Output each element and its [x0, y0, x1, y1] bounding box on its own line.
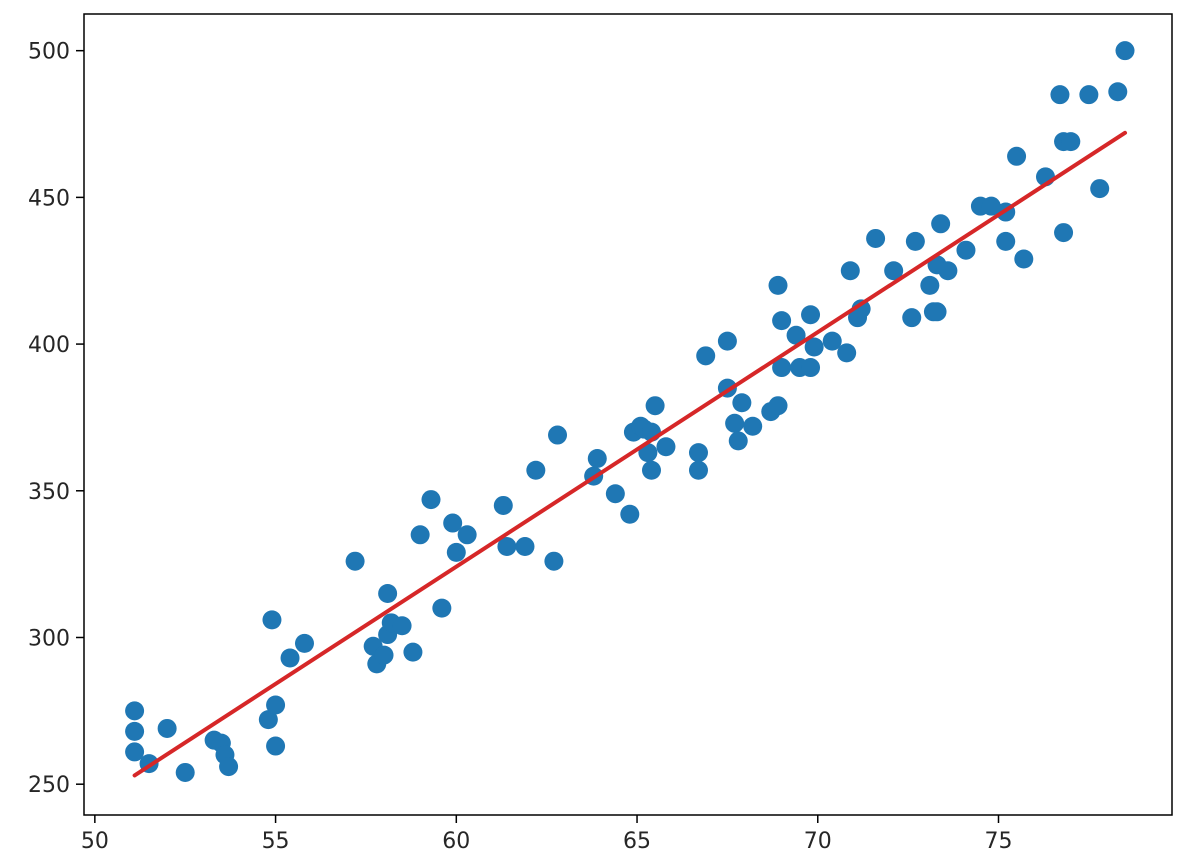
y-tick-label: 250 — [28, 773, 70, 798]
data-point — [837, 343, 857, 363]
data-point — [938, 261, 958, 281]
data-point — [432, 598, 452, 618]
data-point — [772, 311, 792, 331]
data-point — [884, 261, 904, 281]
data-point — [443, 513, 463, 533]
data-point — [1050, 85, 1070, 105]
data-point — [125, 721, 145, 741]
data-point — [717, 331, 737, 351]
fit-line — [132, 130, 1128, 778]
data-point — [801, 358, 821, 378]
data-point — [1115, 41, 1135, 61]
data-point — [902, 308, 922, 328]
x-tick-label: 50 — [81, 829, 109, 854]
data-point — [493, 495, 513, 515]
data-point — [392, 616, 412, 636]
data-point — [1014, 249, 1034, 269]
axes-frame — [83, 13, 1173, 816]
data-point — [1108, 82, 1128, 102]
data-point — [641, 460, 661, 480]
y-tick-label: 500 — [28, 40, 70, 65]
data-point — [905, 231, 925, 251]
data-point — [157, 718, 177, 738]
y-tick-label: 300 — [28, 626, 70, 651]
x-tick-label: 60 — [442, 829, 470, 854]
scatter-points — [125, 41, 1135, 782]
y-tick-label: 450 — [28, 186, 70, 211]
data-point — [772, 358, 792, 378]
data-point — [258, 710, 278, 730]
data-point — [345, 551, 365, 571]
data-point — [725, 413, 745, 433]
data-point — [266, 695, 286, 715]
data-point — [840, 261, 860, 281]
data-point — [851, 299, 871, 319]
data-point — [822, 331, 842, 351]
data-point — [956, 240, 976, 260]
data-point — [743, 416, 763, 436]
data-point — [410, 525, 430, 545]
x-axis-ticks: 50 55 60 65 70 75 — [81, 815, 1012, 854]
data-point — [526, 460, 546, 480]
data-point — [696, 346, 716, 366]
data-point — [981, 196, 1001, 216]
data-point — [515, 537, 535, 557]
data-point — [544, 551, 564, 571]
data-point — [1061, 132, 1081, 152]
data-point — [266, 736, 286, 756]
data-point — [605, 484, 625, 504]
data-point — [497, 537, 517, 557]
data-point — [728, 431, 748, 451]
data-point — [457, 525, 477, 545]
data-point — [280, 648, 300, 668]
data-point — [786, 325, 806, 345]
data-point — [421, 490, 441, 510]
data-point — [1054, 223, 1074, 243]
data-point — [645, 396, 665, 416]
data-point — [927, 302, 947, 322]
data-point — [1079, 85, 1099, 105]
data-point — [1090, 179, 1110, 199]
data-point — [1007, 146, 1027, 166]
x-tick-label: 55 — [262, 829, 290, 854]
data-point — [920, 275, 940, 295]
data-point — [996, 231, 1016, 251]
data-point — [804, 337, 824, 357]
data-point — [688, 443, 708, 463]
data-point — [262, 610, 282, 630]
data-point — [768, 396, 788, 416]
y-tick-label: 400 — [28, 333, 70, 358]
data-point — [548, 425, 568, 445]
x-tick-label: 75 — [984, 829, 1012, 854]
data-point — [801, 305, 821, 325]
data-point — [446, 542, 466, 562]
data-point — [294, 633, 314, 653]
data-point — [378, 583, 398, 603]
data-point — [125, 701, 145, 721]
data-point — [175, 762, 195, 782]
data-point — [931, 214, 951, 234]
data-point — [374, 645, 394, 665]
data-point — [732, 393, 752, 413]
data-point — [587, 449, 607, 469]
data-point — [620, 504, 640, 524]
x-tick-label: 70 — [804, 829, 832, 854]
data-point — [219, 757, 239, 777]
data-point — [638, 443, 658, 463]
y-tick-label: 350 — [28, 480, 70, 505]
data-point — [656, 437, 676, 457]
data-point — [768, 275, 788, 295]
x-tick-label: 65 — [623, 829, 651, 854]
y-axis-ticks: 250 300 350 400 450 500 — [28, 40, 84, 798]
fit-line-layer — [132, 130, 1128, 778]
data-point — [125, 742, 145, 762]
axes-frame-group — [83, 13, 1173, 816]
data-point — [866, 228, 886, 248]
data-point — [688, 460, 708, 480]
data-point — [403, 642, 423, 662]
